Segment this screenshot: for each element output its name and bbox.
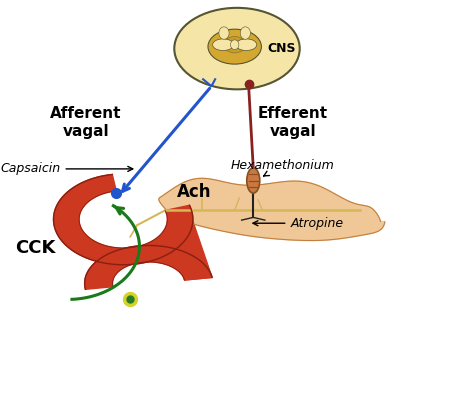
Text: CCK: CCK	[15, 240, 55, 257]
Text: Hexamethonium: Hexamethonium	[231, 158, 335, 176]
Text: Capsaicin: Capsaicin	[0, 162, 133, 175]
Ellipse shape	[208, 29, 261, 64]
Ellipse shape	[230, 40, 239, 50]
Text: Atropine: Atropine	[253, 217, 344, 230]
Text: Ach: Ach	[177, 183, 211, 201]
Ellipse shape	[247, 168, 260, 193]
Ellipse shape	[213, 39, 234, 51]
Ellipse shape	[224, 36, 246, 53]
Polygon shape	[159, 178, 385, 240]
Text: CNS: CNS	[267, 42, 295, 55]
Polygon shape	[167, 221, 212, 280]
Text: Afferent
vagal: Afferent vagal	[50, 106, 122, 139]
Polygon shape	[54, 175, 193, 265]
Text: Efferent
vagal: Efferent vagal	[258, 106, 328, 139]
Ellipse shape	[174, 8, 300, 89]
Ellipse shape	[236, 39, 257, 51]
Ellipse shape	[219, 27, 229, 39]
Polygon shape	[85, 246, 212, 289]
Ellipse shape	[240, 27, 250, 39]
